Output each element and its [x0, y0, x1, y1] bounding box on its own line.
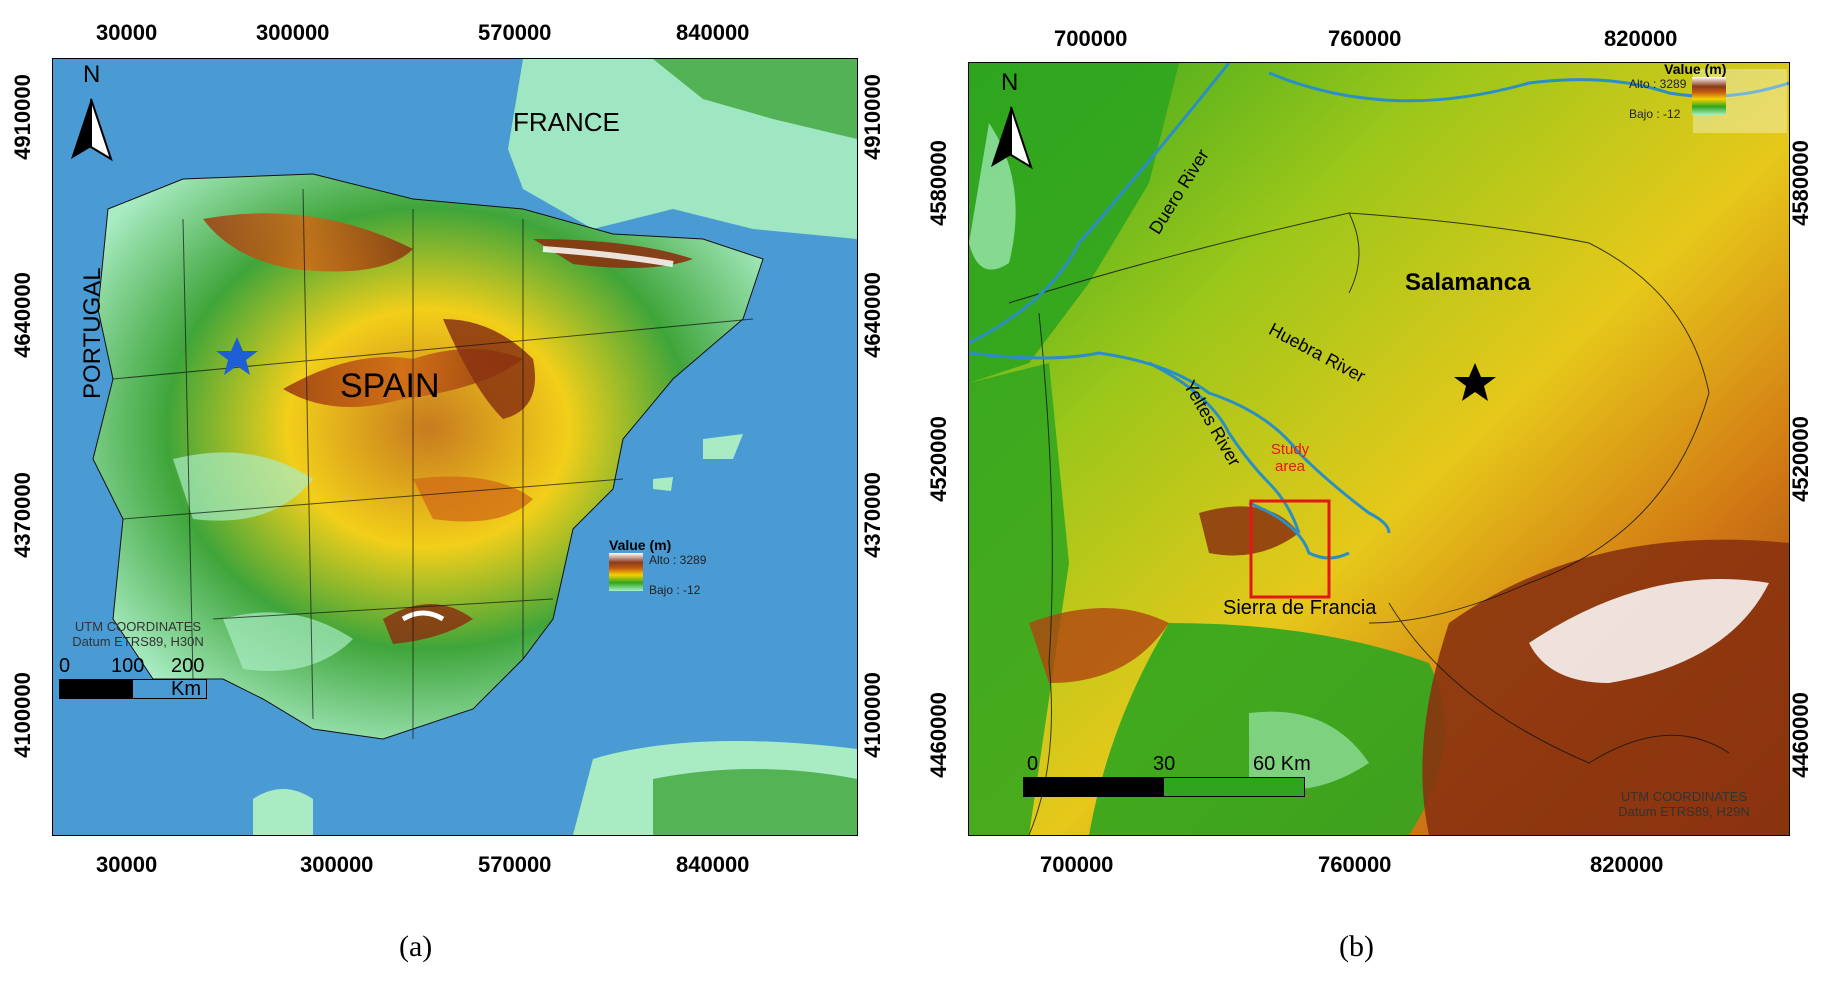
- legend-low: Bajo : -12: [1629, 107, 1681, 121]
- coordinate-note: UTM COORDINATES Datum ETRS89, H30N: [72, 619, 204, 649]
- duero-river-line: [969, 63, 1231, 345]
- top-tick-2: 760000: [1328, 26, 1402, 51]
- label-portugal: PORTUGAL: [79, 267, 106, 399]
- salamanca-star-marker: [1454, 363, 1496, 401]
- bottom-tick-2: 760000: [1318, 852, 1392, 877]
- north-arrow-icon: [991, 106, 1033, 170]
- label-study-area: Study area: [1270, 441, 1310, 475]
- label-france: FRANCE: [513, 107, 620, 137]
- right-tick-2: 4520000: [1787, 416, 1813, 502]
- scale-bar: 0 30 60 Km: [1023, 753, 1313, 797]
- right-tick-1: 4910000: [859, 74, 885, 160]
- study-terrain-svg: [969, 63, 1789, 835]
- top-tick-2: 300000: [256, 20, 330, 45]
- legend-low: Bajo : -12: [649, 583, 701, 597]
- left-tick-2: 4640000: [9, 272, 35, 358]
- iberia-map-frame: N FRANCE SPAIN PORTUGAL Value (m) Alto :…: [52, 58, 858, 836]
- caption-b: (b): [1339, 930, 1374, 963]
- elevation-color-ramp: [609, 553, 643, 591]
- right-tick-2: 4640000: [859, 272, 885, 358]
- coordinate-note: UTM COORDINATES Datum ETRS89, H29N: [1618, 789, 1750, 819]
- scale-bar: 0 100 200 Km: [59, 655, 209, 700]
- balearic-islands: [703, 434, 743, 459]
- left-tick-1: 4910000: [9, 74, 35, 160]
- legend-high: Alto : 3289: [649, 553, 707, 567]
- legend-high: Alto : 3289: [1629, 77, 1687, 91]
- bottom-tick-1: 700000: [1040, 852, 1114, 877]
- bottom-tick-4: 840000: [676, 852, 750, 877]
- right-tick-3: 4370000: [859, 472, 885, 558]
- panel-a-iberia-map: 30000 300000 570000 840000 30000 300000 …: [0, 0, 900, 990]
- bottom-tick-1: 30000: [96, 852, 158, 877]
- label-salamanca: Salamanca: [1405, 269, 1531, 296]
- north-arrow-icon: [71, 98, 113, 162]
- left-tick-4: 4100000: [9, 672, 35, 758]
- study-area-box: [1249, 499, 1331, 599]
- top-tick-1: 30000: [96, 20, 158, 45]
- right-tick-4: 4100000: [859, 672, 885, 758]
- right-tick-3: 4460000: [1787, 692, 1813, 778]
- panel-b-study-map: 700000 760000 820000 700000 760000 82000…: [926, 0, 1834, 990]
- label-spain: SPAIN: [340, 367, 440, 405]
- top-tick-3: 570000: [478, 20, 552, 45]
- left-tick-3: 4460000: [925, 692, 951, 778]
- study-map-frame: N Salamanca Study area Sierra de Francia…: [968, 62, 1790, 836]
- north-label: N: [1001, 69, 1019, 96]
- iberia-terrain-svg: [53, 59, 857, 835]
- province-borders: [112, 188, 754, 739]
- top-tick-4: 840000: [676, 20, 750, 45]
- location-star-marker: [216, 337, 258, 375]
- left-tick-1: 4580000: [925, 140, 951, 226]
- elevation-color-ramp: [1692, 77, 1727, 115]
- left-tick-2: 4520000: [925, 416, 951, 502]
- elevation-legend: Value (m) Alto : 3289 Bajo : -12: [1629, 62, 1727, 121]
- top-tick-3: 820000: [1604, 26, 1678, 51]
- top-tick-1: 700000: [1054, 26, 1128, 51]
- bottom-tick-2: 300000: [300, 852, 374, 877]
- legend-title: Value (m): [609, 537, 672, 553]
- north-label: N: [83, 61, 101, 88]
- caption-a: (a): [399, 930, 433, 963]
- left-tick-3: 4370000: [9, 472, 35, 558]
- elevation-legend: Value (m) Alto : 3289 Bajo : -12: [609, 537, 706, 597]
- label-sierra-de-francia: Sierra de Francia: [1223, 597, 1377, 619]
- bottom-tick-3: 820000: [1590, 852, 1664, 877]
- bottom-tick-3: 570000: [478, 852, 552, 877]
- high-peaks: [1529, 579, 1769, 683]
- iberian-peninsula: [92, 173, 764, 740]
- right-tick-1: 4580000: [1787, 140, 1813, 226]
- legend-title: Value (m): [1664, 62, 1727, 77]
